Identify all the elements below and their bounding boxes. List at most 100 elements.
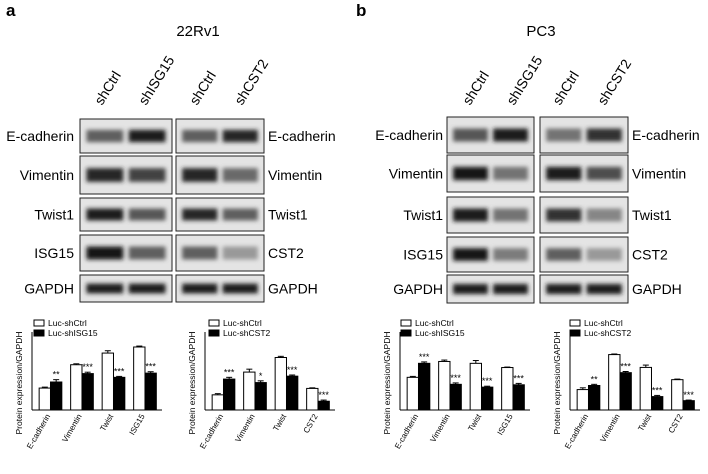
bar (49, 381, 63, 411)
legend-swatch (400, 319, 412, 327)
blot-row: E-cadherin (6, 118, 173, 154)
lane-label: shCST2 (231, 56, 271, 108)
category-label: Vimentin (598, 413, 621, 444)
lane-label: shCtrl (91, 68, 124, 107)
protein-label: Twist1 (268, 207, 308, 223)
category-label: ISG15 (128, 412, 147, 437)
blot-row: E-cadherin (375, 116, 535, 154)
significance-label: *** (224, 367, 235, 377)
blot-band (222, 168, 258, 182)
significance-label: *** (114, 366, 125, 376)
legend-label: Luc-shISG15 (48, 328, 98, 338)
protein-label: CST2 (632, 247, 668, 263)
bar (682, 400, 695, 411)
panel-a: a 22Rv1 shCtrl shISG15E-cadherinVimentinT… (6, 1, 336, 451)
blot-band (546, 208, 582, 222)
protein-label: E-cadherin (6, 128, 74, 144)
category-label: Twist (271, 412, 288, 433)
blot-band (493, 166, 528, 181)
bar (243, 371, 256, 411)
protein-label: E-cadherin (268, 128, 336, 144)
bar (81, 373, 94, 411)
bar (112, 376, 126, 411)
legend-swatch (569, 319, 581, 327)
significance-label: ** (53, 370, 61, 380)
protein-label: Vimentin (632, 166, 686, 182)
bar (449, 383, 462, 411)
protein-label: Vimentin (268, 167, 322, 183)
legend-label: Luc-shCtrl (584, 318, 623, 328)
blot-row: GAPDH (24, 274, 173, 303)
blot-group: shCtrl shCST2 E-cadherin Vimentin Twist1 CST2… (539, 56, 700, 304)
blot-band (453, 208, 488, 222)
protein-label: E-cadherin (375, 127, 443, 143)
panel-b: b PC3 shCtrl shISG15E-cadherinVimentinTwi… (356, 1, 700, 451)
blot-band (586, 248, 622, 261)
category-label: Vimentin (60, 413, 83, 444)
blot-band (586, 128, 622, 142)
blot-band (453, 128, 488, 142)
bar (639, 366, 652, 411)
category-label: ISG15 (496, 412, 515, 437)
blot-band (86, 168, 124, 182)
bar (254, 382, 267, 411)
bar (133, 346, 146, 411)
cell-line-title: PC3 (526, 23, 555, 40)
protein-label: ISG15 (34, 245, 74, 261)
blot-band (453, 283, 488, 295)
blot-row: ISG15 (34, 234, 173, 272)
significance-label: *** (145, 362, 156, 372)
bar (438, 360, 451, 411)
y-axis-label: Protein expression/GAPDH (382, 332, 392, 435)
legend-swatch (33, 319, 45, 327)
category-label: E-cadherin (25, 413, 52, 451)
bar (480, 386, 494, 411)
blot-band (86, 246, 124, 260)
significance-label: *** (419, 352, 430, 362)
blot-row: CST2 (539, 236, 668, 273)
blot-band (128, 246, 166, 260)
blot-band (493, 208, 528, 222)
bar (576, 389, 589, 411)
blot-row: Vimentin (175, 155, 322, 195)
category-label: CST2 (302, 412, 320, 435)
blot-group: shCtrl shISG15 E-cadherin Vimentin Twist1 ISG… (375, 53, 546, 304)
legend-swatch (400, 329, 412, 337)
western-blots: shCtrl shISG15E-cadherinVimentinTwist1ISG… (375, 53, 700, 304)
significance-label: *** (450, 373, 461, 383)
bar (671, 379, 684, 411)
bar (501, 367, 514, 411)
blot-row: GAPDH (393, 274, 535, 304)
blot-band (453, 248, 488, 261)
legend-label: Luc-shCtrl (48, 318, 87, 328)
category-label: Twist (98, 412, 115, 433)
legend-swatch (33, 329, 45, 337)
category-label: E-cadherin (393, 413, 420, 451)
legend-label: Luc-shISG15 (415, 328, 465, 338)
bar (587, 385, 601, 411)
protein-label: Twist1 (632, 207, 672, 223)
blot-row: CST2 (175, 234, 304, 272)
blot-band (222, 283, 258, 294)
protein-label: GAPDH (24, 281, 74, 297)
panel-letter: a (6, 1, 16, 20)
category-label: Twist (636, 412, 653, 433)
bar (306, 387, 319, 411)
protein-label: GAPDH (268, 281, 318, 297)
legend-swatch (569, 329, 581, 337)
bar (469, 362, 482, 411)
protein-label: Vimentin (20, 167, 74, 183)
significance-label: * (259, 371, 263, 381)
y-axis-label: Protein expression/GAPDH (552, 332, 562, 435)
blot-band (128, 168, 166, 182)
blot-band (546, 283, 582, 295)
blot-band (493, 128, 528, 142)
blot-band (586, 283, 622, 295)
bar (512, 384, 525, 411)
category-label: Vimentin (428, 413, 451, 444)
protein-label: Twist1 (34, 207, 74, 223)
legend-swatch (208, 319, 220, 327)
blot-band (586, 208, 622, 222)
